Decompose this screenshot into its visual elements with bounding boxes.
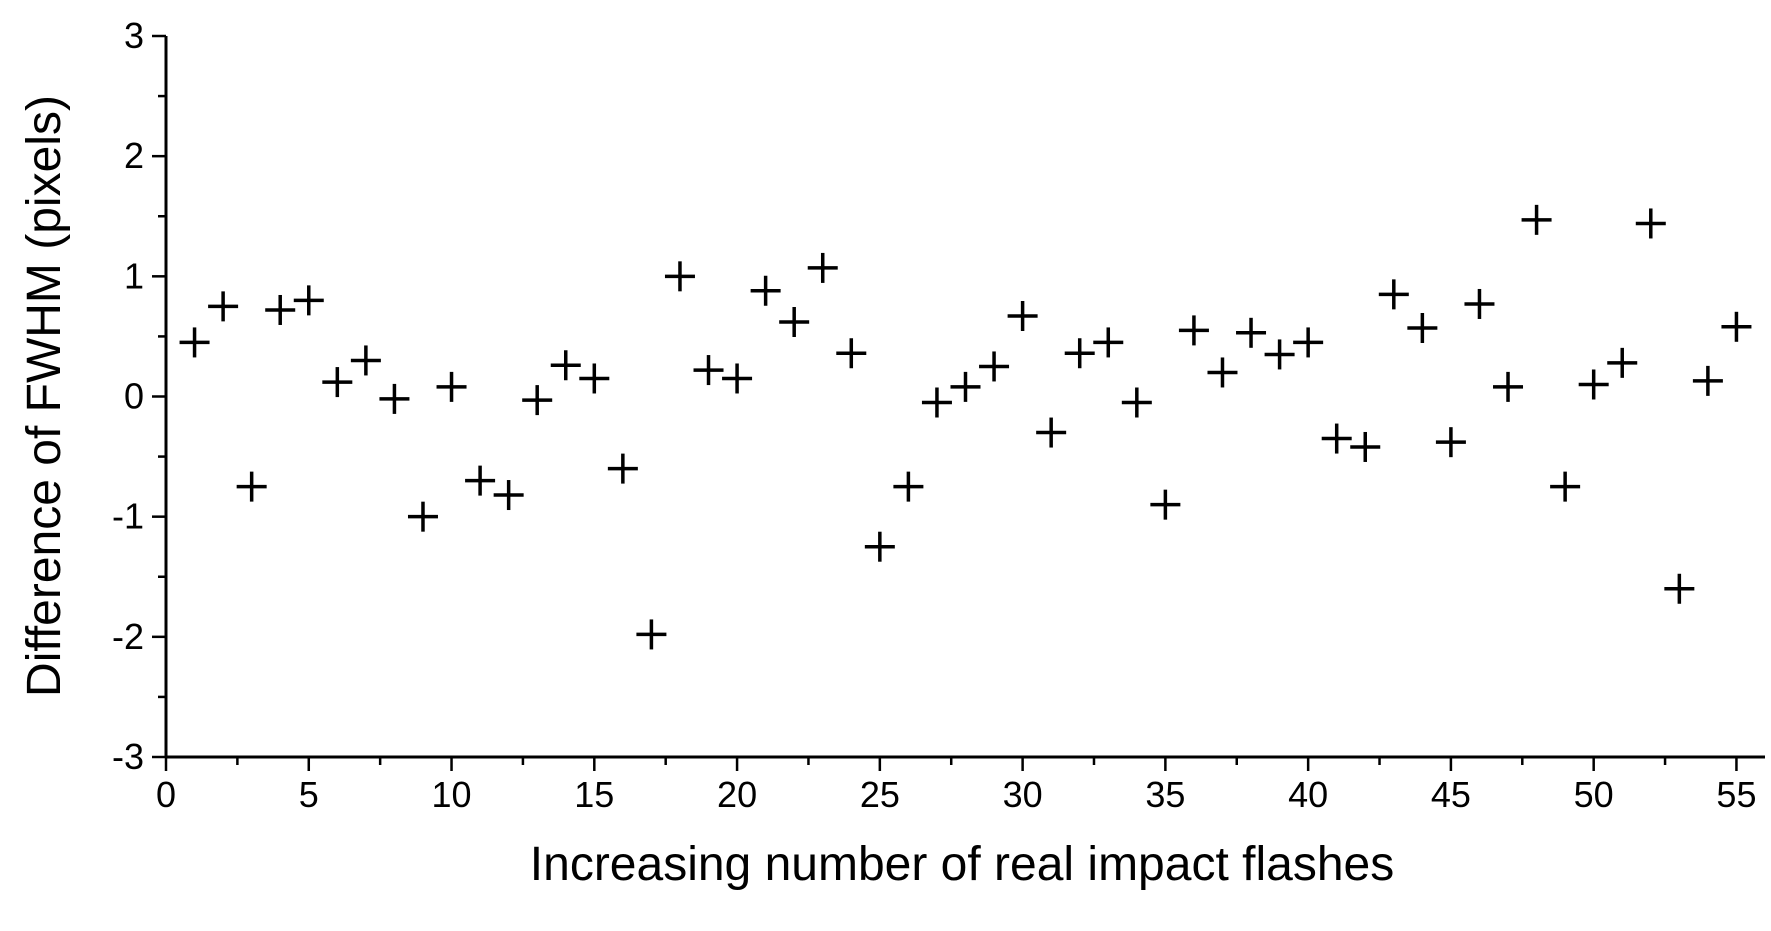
data-point bbox=[1264, 339, 1295, 370]
y-tick-label: 0 bbox=[124, 376, 144, 417]
data-point bbox=[236, 471, 267, 502]
x-axis-title: Increasing number of real impact flashes bbox=[530, 838, 1394, 891]
data-point bbox=[979, 351, 1010, 382]
data-point bbox=[179, 327, 210, 358]
data-point bbox=[1150, 489, 1181, 520]
data-point bbox=[522, 385, 553, 416]
x-tick-label: 20 bbox=[717, 774, 757, 815]
y-tick-label: 1 bbox=[124, 255, 144, 296]
data-point bbox=[807, 252, 838, 283]
data-point bbox=[607, 453, 638, 484]
y-tick-label: -3 bbox=[112, 736, 144, 777]
data-point bbox=[1236, 317, 1267, 348]
y-axis-ticks: -3 -2 -1 0 1 2 3 bbox=[112, 15, 166, 777]
x-tick-label: 50 bbox=[1574, 774, 1614, 815]
data-point bbox=[208, 291, 239, 322]
data-point bbox=[493, 480, 524, 511]
data-point bbox=[1407, 313, 1438, 344]
data-point bbox=[350, 345, 381, 376]
data-point bbox=[636, 619, 667, 650]
data-point bbox=[1607, 347, 1638, 378]
data-point bbox=[1578, 369, 1609, 400]
data-point bbox=[1350, 431, 1381, 462]
data-point bbox=[693, 355, 724, 386]
data-point bbox=[1378, 279, 1409, 310]
data-point bbox=[1093, 327, 1124, 358]
data-point bbox=[1550, 471, 1581, 502]
x-tick-label: 15 bbox=[574, 774, 614, 815]
data-point bbox=[1064, 338, 1095, 369]
x-tick-label: 5 bbox=[299, 774, 319, 815]
x-tick-label: 25 bbox=[860, 774, 900, 815]
data-point bbox=[1435, 427, 1466, 458]
y-tick-label: 3 bbox=[124, 15, 144, 56]
data-point bbox=[1036, 417, 1067, 448]
data-point bbox=[864, 531, 895, 562]
x-tick-label: 10 bbox=[432, 774, 472, 815]
data-point bbox=[407, 501, 438, 532]
x-tick-label: 35 bbox=[1145, 774, 1185, 815]
data-point bbox=[893, 471, 924, 502]
x-tick-label: 45 bbox=[1431, 774, 1471, 815]
data-point bbox=[950, 371, 981, 402]
data-point bbox=[1321, 423, 1352, 454]
data-point bbox=[1207, 357, 1238, 388]
data-point bbox=[436, 371, 467, 402]
data-point bbox=[836, 338, 867, 369]
data-point bbox=[550, 350, 581, 381]
x-axis-ticks: 0 5 10 15 20 25 30 35 40 45 50 55 bbox=[156, 757, 1756, 815]
data-point bbox=[779, 306, 810, 337]
x-tick-label: 30 bbox=[1003, 774, 1043, 815]
data-point bbox=[750, 275, 781, 306]
x-tick-label: 40 bbox=[1288, 774, 1328, 815]
data-point bbox=[293, 285, 324, 316]
x-tick-label: 0 bbox=[156, 774, 176, 815]
data-point bbox=[1293, 327, 1324, 358]
data-points bbox=[179, 204, 1752, 650]
data-point bbox=[664, 261, 695, 292]
data-point bbox=[722, 363, 753, 394]
data-point bbox=[1664, 573, 1695, 604]
data-point bbox=[1721, 311, 1752, 342]
data-point bbox=[322, 367, 353, 398]
y-tick-label: -2 bbox=[112, 616, 144, 657]
data-point bbox=[579, 363, 610, 394]
data-point bbox=[1521, 204, 1552, 235]
data-point bbox=[921, 387, 952, 418]
data-point bbox=[1635, 208, 1666, 239]
data-point bbox=[1121, 387, 1152, 418]
data-point bbox=[265, 294, 296, 325]
data-point bbox=[1007, 300, 1038, 331]
data-point bbox=[379, 383, 410, 414]
y-tick-label: 2 bbox=[124, 135, 144, 176]
y-axis-title: Difference of FWHM (pixels) bbox=[18, 95, 71, 697]
data-point bbox=[1692, 365, 1723, 396]
x-tick-label: 55 bbox=[1716, 774, 1756, 815]
data-point bbox=[1464, 288, 1495, 319]
data-point bbox=[1493, 371, 1524, 402]
data-point bbox=[465, 465, 496, 496]
y-tick-label: -1 bbox=[112, 496, 144, 537]
data-point bbox=[1178, 315, 1209, 346]
